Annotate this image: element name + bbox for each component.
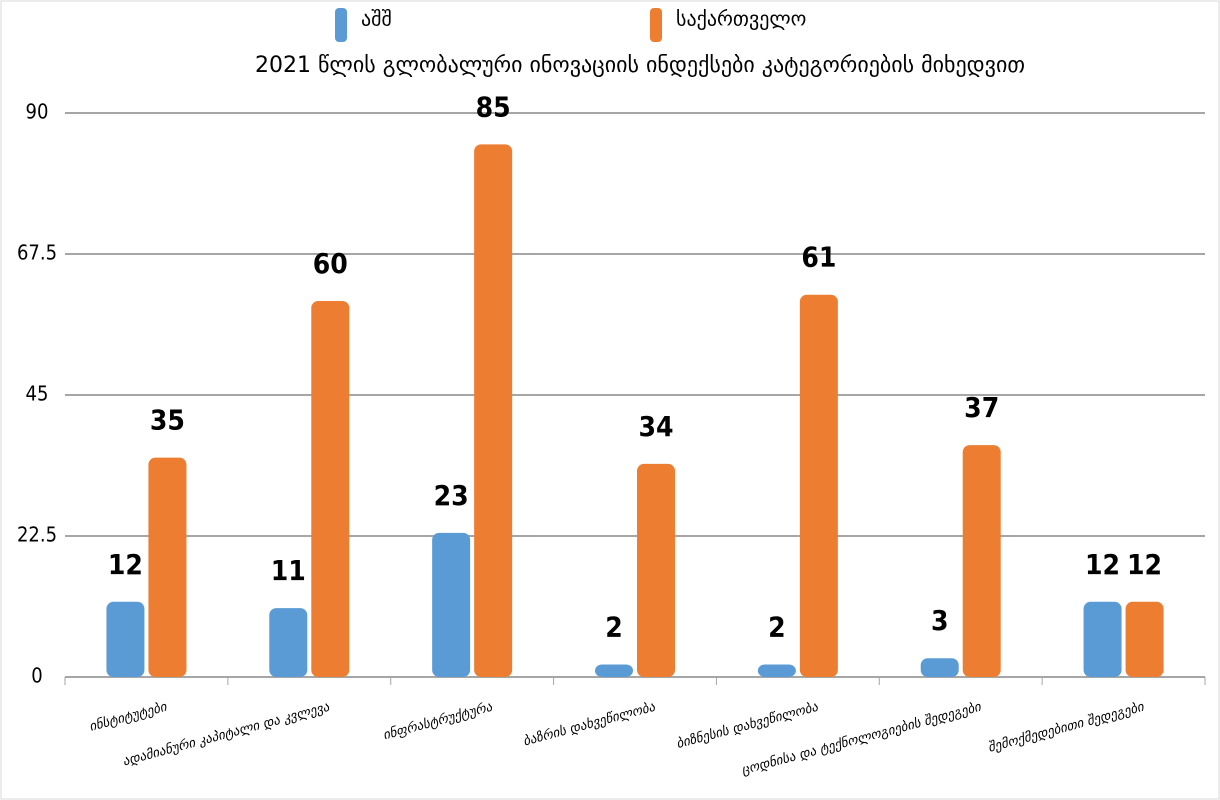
bar [595, 664, 633, 677]
bar [799, 294, 838, 677]
data-label: 11 [271, 554, 306, 587]
bar [920, 658, 959, 677]
y-tick-label: 67.5 [17, 241, 57, 265]
bar [637, 463, 675, 677]
bar [269, 608, 308, 677]
data-label: 23 [434, 479, 469, 512]
chart-title: 2021 წლის გლობალური ინოვაციის ინდექსები … [255, 53, 1025, 78]
bar [757, 664, 796, 677]
bar [474, 144, 513, 678]
data-label: 61 [801, 241, 836, 274]
bar [148, 457, 187, 677]
bar [962, 445, 1001, 677]
bar [1083, 601, 1122, 677]
data-label: 37 [964, 391, 999, 424]
data-label: 12 [108, 548, 143, 581]
bar [106, 601, 145, 677]
bar [1125, 601, 1164, 677]
data-label: 2 [768, 610, 786, 643]
bar [432, 532, 471, 677]
y-tick-label: 45 [26, 382, 49, 406]
data-label: 35 [150, 404, 185, 437]
legend-swatch [335, 8, 347, 42]
y-tick-label: 0 [31, 664, 42, 688]
data-label: 3 [931, 604, 949, 637]
y-tick-label: 90 [26, 100, 49, 124]
legend-swatch [650, 8, 662, 42]
legend-label: საქართველო [676, 7, 806, 31]
data-label: 2 [605, 610, 623, 643]
data-label: 60 [313, 247, 348, 280]
y-tick-label: 22.5 [17, 523, 57, 547]
legend-label: აშშ [361, 7, 392, 31]
data-label: 85 [476, 90, 511, 123]
data-label: 12 [1085, 548, 1120, 581]
data-label: 12 [1127, 548, 1162, 581]
bar [311, 301, 350, 677]
data-label: 34 [638, 410, 673, 443]
